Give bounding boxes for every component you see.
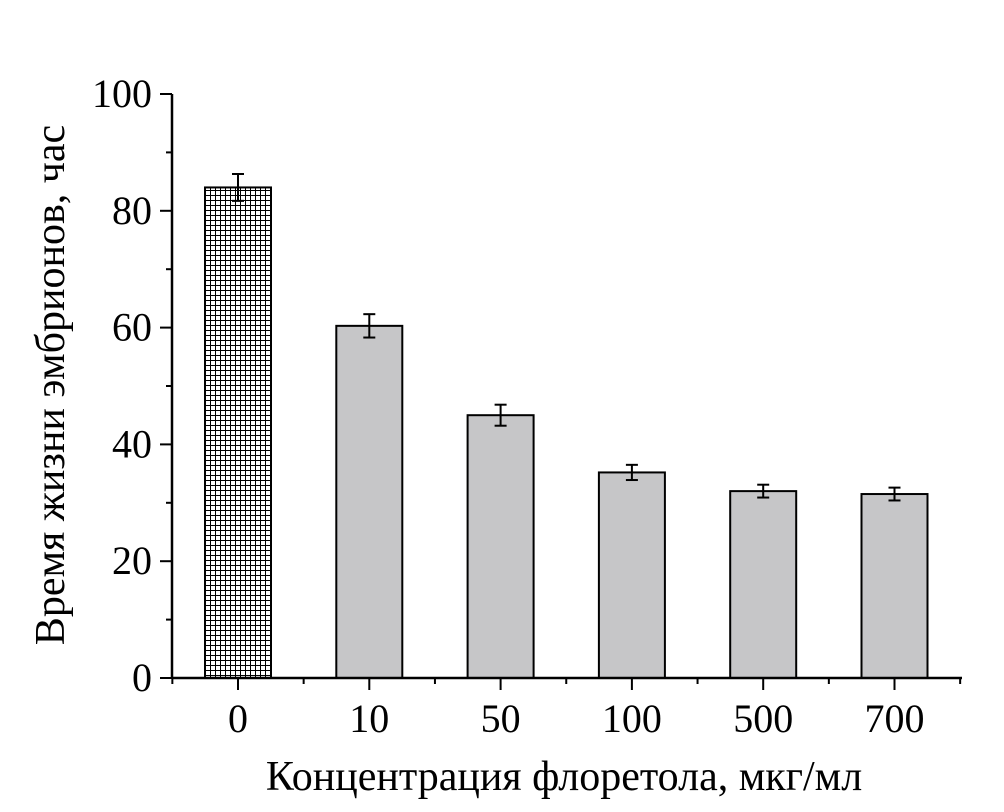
bar-50 bbox=[466, 414, 535, 679]
y-tick-label: 60 bbox=[112, 305, 152, 350]
bar-100 bbox=[597, 471, 666, 679]
x-tick-label-100: 100 bbox=[602, 696, 662, 741]
bar-0 bbox=[204, 186, 272, 679]
x-tick-label-700: 700 bbox=[865, 696, 925, 741]
error-bar-500 bbox=[757, 483, 770, 499]
error-bar-10 bbox=[363, 313, 376, 339]
x-tick-label-10: 10 bbox=[349, 696, 389, 741]
error-bar-0 bbox=[232, 173, 244, 202]
error-bars-group bbox=[232, 173, 901, 502]
y-tick-label: 40 bbox=[112, 421, 152, 466]
error-bar-100 bbox=[625, 463, 638, 482]
x-tick-label-0: 0 bbox=[228, 696, 248, 741]
bars-group bbox=[204, 186, 929, 680]
bar-700 bbox=[860, 493, 929, 680]
y-tick-label: 100 bbox=[92, 71, 152, 116]
error-bar-700 bbox=[888, 486, 901, 502]
y-tick-label: 0 bbox=[132, 655, 152, 700]
y-tick-label: 80 bbox=[112, 188, 152, 233]
x-tick-label-500: 500 bbox=[733, 696, 793, 741]
y-tick-label: 20 bbox=[112, 538, 152, 583]
y-axis-title: Время жизни эмбрионов, час bbox=[28, 125, 74, 645]
x-tick-label-50: 50 bbox=[481, 696, 521, 741]
bar-500 bbox=[729, 490, 798, 679]
axes-group: 0 20 40 60 80 100 0 10 50 100 500 700 bbox=[92, 71, 962, 741]
error-bar-50 bbox=[494, 403, 507, 427]
bar-10 bbox=[335, 324, 404, 679]
x-axis-title: Концентрация флоретола, мкг/мл bbox=[266, 754, 862, 800]
